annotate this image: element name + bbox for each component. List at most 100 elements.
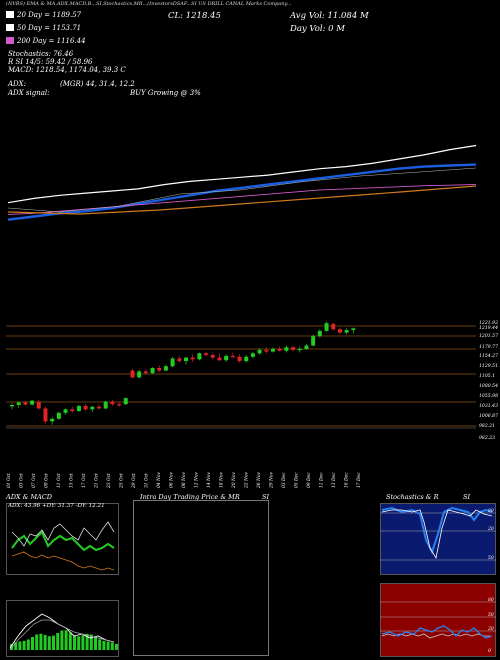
candle-body: [123, 398, 128, 405]
price-tick-label: 1031.43: [479, 403, 498, 409]
price-tick-label: 982.21: [479, 423, 495, 429]
candle-body: [170, 358, 175, 367]
rsi-axis-0: 0: [488, 649, 491, 654]
candle-body: [130, 370, 135, 378]
adx-readout: ADX: 43.96 +DY: 31.37 -DY: 12.21: [8, 503, 105, 509]
price-tick-label: 1080.54: [479, 383, 498, 389]
ema20-legend: 20 Day = 1189.57: [6, 11, 81, 19]
price-tick-label: 1055.98: [479, 393, 498, 399]
price-tick-label: 1219.44: [479, 325, 498, 331]
ema200-legend: 200 Day = 1116.44: [6, 37, 86, 45]
candle-body: [117, 404, 122, 406]
price-tick-label: 982.23: [479, 435, 495, 441]
candle-body: [317, 330, 322, 337]
date-tick-label: 05 Dec: [295, 472, 300, 488]
avg-vol-label: Avg Vol: 11.084 M: [290, 11, 369, 21]
date-tick-label: 09 Oct: [45, 473, 50, 488]
stochastics-label: Stochastics: 76.46: [8, 50, 74, 58]
candle-body: [257, 349, 262, 354]
date-tick-label: 03 Oct: [20, 473, 25, 488]
candle-body: [36, 401, 41, 409]
price-level-lines: [6, 325, 476, 429]
price-tick-label: 1105.1: [479, 373, 495, 379]
date-tick-label: 13 Dec: [332, 472, 337, 488]
candle-body: [177, 358, 182, 362]
candle-body: [237, 356, 242, 362]
date-tick-label: 08 Nov: [182, 472, 187, 488]
candle-body: [284, 347, 289, 351]
stoch-panel-si: SI: [463, 493, 471, 501]
ema-lines: [7, 144, 477, 221]
macd-label: MACD: 1218.54, 1174.04, 39.3 C: [8, 66, 126, 74]
date-tick-label: 01 Oct: [7, 473, 12, 488]
adx-panel: [6, 503, 119, 575]
header-strip: (NVBS) EMA & MA,ADX,MACD,B...SI,Stochast…: [6, 1, 292, 7]
candle-body: [337, 329, 342, 333]
date-tick-label: 29 Nov: [270, 472, 275, 489]
date-tick-label: 22 Nov: [245, 472, 250, 489]
candle-body: [90, 406, 95, 410]
date-tick-label: 18 Nov: [220, 472, 225, 488]
ema50-swatch: [6, 24, 14, 31]
candle-body: [217, 357, 222, 361]
date-tick-label: 17 Oct: [82, 473, 87, 488]
ema-line: [7, 163, 477, 221]
candle-body: [137, 371, 142, 378]
ema50-legend: 50 Day = 1153.71: [6, 24, 81, 32]
date-tick-label: 11 Dec: [320, 472, 325, 488]
date-tick-label: 20 Nov: [232, 472, 237, 489]
candle-body: [244, 356, 249, 362]
candle-body: [110, 401, 115, 405]
candle-body: [210, 355, 215, 358]
candle-body: [30, 400, 35, 405]
candle-body: [304, 345, 309, 350]
rsi-axis-80: 80: [488, 598, 494, 603]
candle-body: [50, 418, 55, 422]
candle-body: [83, 405, 88, 410]
candle-body: [204, 353, 209, 356]
candle-body: [230, 355, 235, 358]
candle-body: [184, 357, 188, 362]
adx-signal-label: ADX signal:: [8, 89, 50, 97]
stoch-axis-80: 80: [488, 509, 494, 514]
date-tick-label: 21 Oct: [95, 473, 100, 489]
candle-body: [224, 355, 229, 361]
candle-body: [311, 336, 316, 346]
candle-body: [271, 349, 275, 352]
candle-body: [76, 405, 81, 412]
date-tick-label: 17 Dec: [357, 472, 362, 488]
rsi-axis-50: 50: [488, 613, 494, 618]
price-tick-label: 1154.27: [479, 353, 498, 359]
price-tick-label: 1179.77: [479, 344, 498, 350]
date-tick-label: 29 Oct: [132, 473, 137, 489]
rsi-label: R SI 14/5: 59.42 / 58.96: [8, 58, 93, 66]
adx-signal-value: BUY Growing @ 3%: [130, 89, 201, 97]
date-tick-label: 25 Oct: [120, 473, 125, 489]
price-tick-label: 1221.92: [479, 320, 498, 326]
candle-body: [150, 367, 155, 374]
date-tick-label: 31 Oct: [145, 473, 150, 488]
candle-body: [197, 353, 202, 360]
candle-body: [250, 353, 255, 357]
candle-body: [103, 401, 108, 409]
intraday-panel-si: SI: [262, 493, 270, 501]
candle-body: [291, 347, 296, 350]
intraday-panel-title: Intra Day Trading Price & MR: [140, 493, 240, 501]
ema20-label: 20 Day = 1189.57: [17, 11, 82, 19]
stochastics-panel: [380, 503, 496, 575]
date-tick-label: 15 Oct: [70, 473, 75, 488]
date-tick-label: 09 Dec: [307, 472, 312, 488]
candle-body: [331, 324, 336, 330]
date-axis: 01 Oct 03 Oct 07 Oct 09 Oct 11 Oct 15 Oct 17 O…: [7, 472, 362, 489]
adx-value: (MGR) 44, 31.4, 12.2: [60, 80, 135, 88]
ema-line: [7, 144, 477, 204]
ema50-label: 50 Day = 1153.71: [17, 24, 82, 32]
date-tick-label: 14 Nov: [207, 472, 212, 488]
stoch-axis-20: 20: [488, 527, 494, 532]
date-tick-label: 11 Oct: [57, 473, 62, 488]
date-tick-label: 03 Dec: [282, 472, 287, 488]
date-tick-label: 04 Nov: [157, 472, 162, 488]
close-label: CL: 1218.45: [168, 11, 221, 21]
candle-body: [10, 405, 14, 407]
